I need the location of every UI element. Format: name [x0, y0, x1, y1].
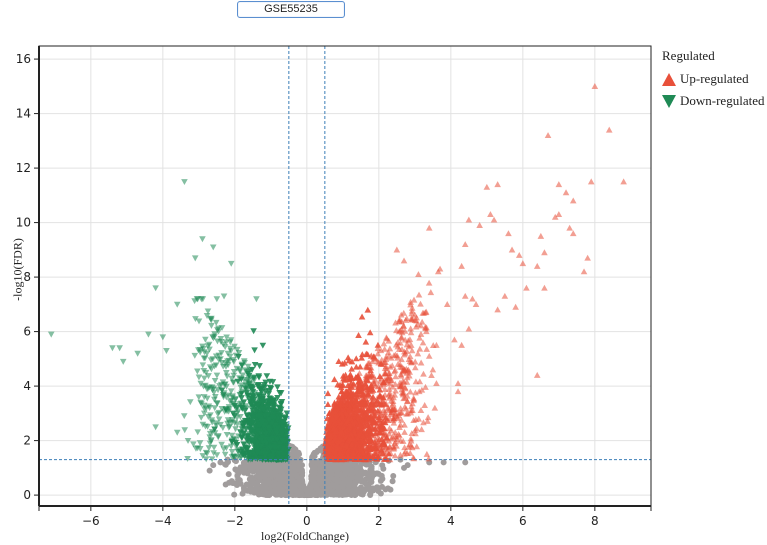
x-axis-label: log2(FoldChange) [261, 529, 349, 543]
triangle-up-icon [662, 72, 676, 86]
legend: Regulated Up-regulated Down-regulated [662, 48, 764, 112]
grid-lines [39, 46, 651, 506]
legend-title: Regulated [662, 48, 715, 63]
y-axis-label: -log10(FDR) [10, 238, 25, 301]
chart-title: GSE55235 [237, 1, 345, 18]
legend-label-down: Down-regulated [680, 93, 765, 108]
down-regulated-points [47, 179, 292, 463]
up-regulated-points [321, 83, 627, 463]
legend-item-down[interactable]: Down-regulated [662, 90, 764, 112]
triangle-down-icon [662, 94, 676, 108]
legend-label-up: Up-regulated [680, 71, 749, 86]
not-significant-points [206, 442, 469, 499]
legend-item-up[interactable]: Up-regulated [662, 68, 764, 90]
threshold-lines [39, 46, 651, 506]
